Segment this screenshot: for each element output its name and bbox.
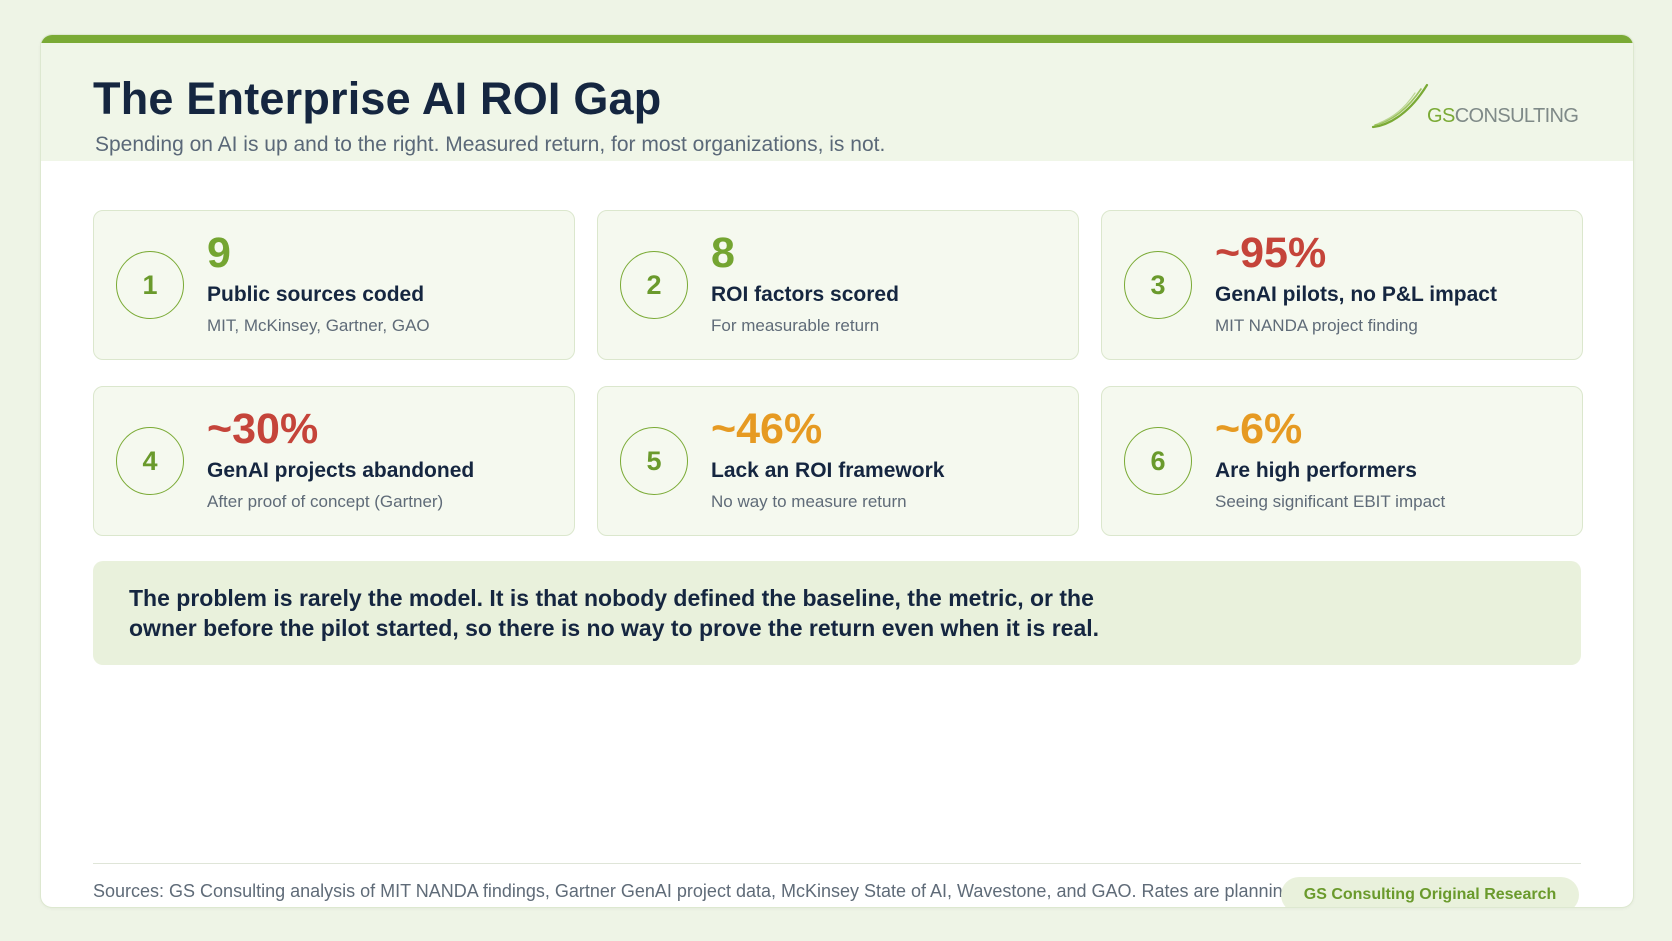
card-label: Public sources coded xyxy=(207,283,425,306)
gs-consulting-logo: GSCONSULTING xyxy=(1371,81,1579,133)
card-label: ROI factors scored xyxy=(711,283,899,306)
card-label: Are high performers xyxy=(1215,459,1417,482)
card-label: GenAI pilots, no P&L impact xyxy=(1215,283,1497,306)
stat-card-4: 4 ~30% GenAI projects abandoned After pr… xyxy=(93,386,575,536)
swoosh-icon xyxy=(1371,83,1429,129)
card-stat: ~30% xyxy=(207,405,319,453)
stat-card-3: 3 ~95% GenAI pilots, no P&L impact MIT N… xyxy=(1101,210,1583,360)
card-label: Lack an ROI framework xyxy=(711,459,945,482)
stat-card-1: 1 9 Public sources coded MIT, McKinsey, … xyxy=(93,210,575,360)
card-note: Seeing significant EBIT impact xyxy=(1215,492,1446,511)
logo-gs: GS xyxy=(1427,105,1455,127)
stat-card-2: 2 8 ROI factors scored For measurable re… xyxy=(597,210,1079,360)
card-number-badge: 1 xyxy=(116,251,184,319)
card-number-badge: 2 xyxy=(620,251,688,319)
sources-footnote: Sources: GS Consulting analysis of MIT N… xyxy=(93,881,1333,901)
card-note: After proof of concept (Gartner) xyxy=(207,492,444,511)
footer-divider xyxy=(93,863,1581,864)
accent-bar xyxy=(41,35,1633,43)
slide: The Enterprise AI ROI Gap Spending on AI… xyxy=(40,34,1634,908)
stat-card-6: 6 ~6% Are high performers Seeing signifi… xyxy=(1101,386,1583,536)
card-stat: ~6% xyxy=(1215,405,1303,453)
key-insight-callout: The problem is rarely the model. It is t… xyxy=(93,561,1581,665)
card-stat: 8 xyxy=(711,229,735,277)
callout-text: The problem is rarely the model. It is t… xyxy=(129,585,1100,641)
card-stat: ~95% xyxy=(1215,229,1327,277)
card-note: For measurable return xyxy=(711,316,880,335)
card-note: MIT NANDA project finding xyxy=(1215,316,1418,335)
page-title: The Enterprise AI ROI Gap xyxy=(93,73,662,124)
card-number-badge: 3 xyxy=(1124,251,1192,319)
stat-card-5: 5 ~46% Lack an ROI framework No way to m… xyxy=(597,386,1079,536)
logo-consulting: CONSULTING xyxy=(1454,105,1579,127)
header: The Enterprise AI ROI Gap Spending on AI… xyxy=(41,43,1633,161)
logo-wordmark: GSCONSULTING xyxy=(1427,105,1579,128)
page-subtitle: Spending on AI is up and to the right. M… xyxy=(95,133,886,156)
card-number-badge: 5 xyxy=(620,427,688,495)
card-note: MIT, McKinsey, Gartner, GAO xyxy=(207,316,430,335)
original-research-badge: GS Consulting Original Research xyxy=(1281,877,1579,907)
card-note: No way to measure return xyxy=(711,492,907,511)
card-number-badge: 6 xyxy=(1124,427,1192,495)
card-label: GenAI projects abandoned xyxy=(207,459,475,482)
card-number-badge: 4 xyxy=(116,427,184,495)
card-stat: ~46% xyxy=(711,405,823,453)
card-stat: 9 xyxy=(207,229,231,277)
